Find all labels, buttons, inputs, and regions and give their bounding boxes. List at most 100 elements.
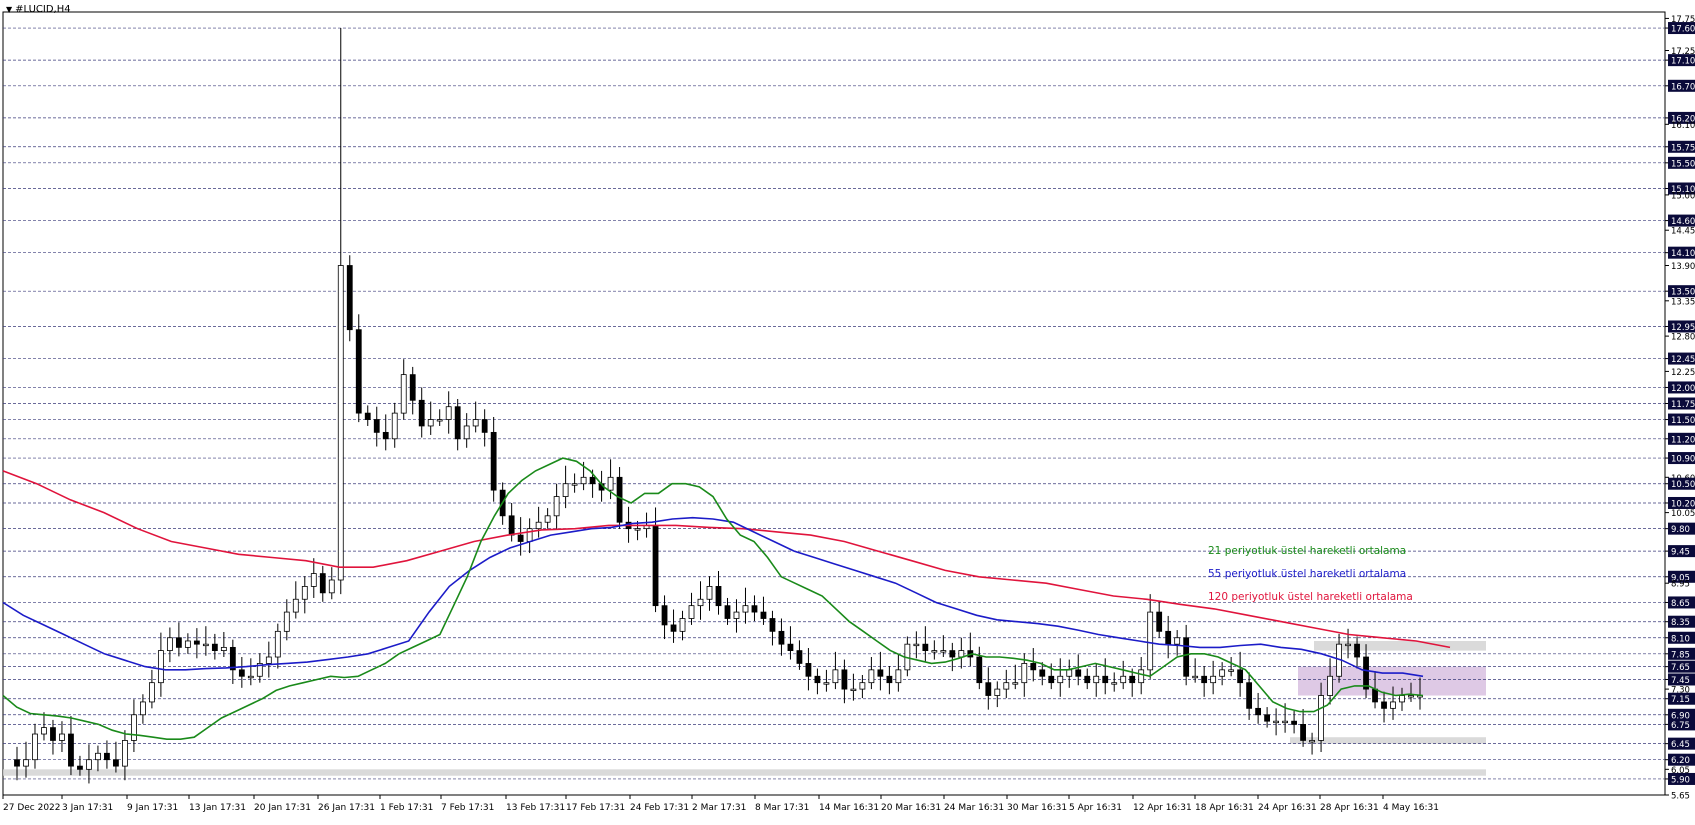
price-label-box [1668, 615, 1695, 628]
price-label-box [1668, 718, 1695, 731]
bear-candle [1381, 701, 1387, 709]
x-tick-label: 8 Mar 17:31 [755, 803, 809, 813]
zone-rect [1314, 640, 1486, 651]
bull-candle [256, 663, 263, 677]
bull-candle [832, 669, 839, 684]
price-label-box [1668, 246, 1695, 259]
y-tick-label: 15.00 [1671, 191, 1695, 201]
y-tick-label: 15.50 [1671, 159, 1695, 169]
bull-candle [526, 528, 533, 542]
bear-candle [382, 431, 389, 440]
bull-candle [571, 483, 578, 486]
bull-candle [931, 650, 938, 653]
y-tick-label: 15.75 [1671, 143, 1695, 153]
bull-candle [535, 521, 542, 530]
bear-candle [346, 265, 353, 331]
price-label-box [1668, 477, 1695, 490]
y-tick-label: 6.45 [1671, 740, 1690, 750]
x-tick-label: 26 Jan 17:31 [318, 803, 375, 813]
x-tick-label: 24 Apr 16:31 [1258, 803, 1317, 813]
price-label-box [1668, 79, 1695, 92]
bear-candle [985, 682, 992, 696]
bear-candle [490, 431, 497, 491]
bear-candle [319, 573, 326, 594]
price-label-box [1668, 631, 1695, 644]
y-tick-label: 12.95 [1671, 323, 1695, 333]
bear-candle [113, 759, 119, 767]
y-tick-label: 13.35 [1671, 297, 1695, 307]
price-label-box [1668, 452, 1695, 465]
bull-candle [940, 650, 947, 653]
bear-candle [1039, 669, 1046, 677]
bear-candle [589, 476, 596, 485]
bull-candle [688, 605, 695, 619]
bull-candle [868, 669, 875, 684]
bull-candle [1390, 701, 1396, 709]
bear-candle [751, 605, 758, 613]
bull-candle [1111, 682, 1118, 685]
bull-candle [1282, 720, 1288, 724]
price-label-box [1668, 772, 1695, 785]
y-tick-label: 7.85 [1671, 650, 1690, 660]
price-label-box [1668, 708, 1695, 721]
symbol-label: #LUCID,H4 [15, 4, 71, 15]
price-label-box [1668, 753, 1695, 766]
bull-candle [131, 714, 137, 741]
y-tick-label: 11.50 [1671, 416, 1695, 426]
bull-candle [1399, 695, 1405, 703]
bull-candle [553, 496, 560, 517]
y-tick-label: 7.65 [1671, 663, 1690, 673]
y-tick-label: 17.10 [1671, 57, 1695, 67]
y-tick-label: 16.10 [1671, 121, 1695, 131]
bear-candle [1156, 611, 1163, 632]
price-label-box [1668, 22, 1695, 35]
bear-candle [796, 650, 803, 664]
bear-candle [922, 643, 929, 651]
bull-candle [1057, 675, 1064, 684]
bull-candle [562, 483, 569, 497]
bear-candle [1291, 720, 1297, 725]
bear-candle [14, 759, 20, 767]
bull-candle [679, 618, 686, 632]
bear-candle [715, 586, 722, 607]
y-tick-label: 8.95 [1671, 580, 1690, 590]
bull-candle [166, 637, 173, 651]
bear-candle [1363, 656, 1369, 690]
x-tick-label: 17 Feb 17:31 [566, 803, 625, 813]
bull-candle [157, 650, 164, 684]
bear-candle [1237, 669, 1244, 684]
bull-candle [337, 265, 344, 581]
y-tick-label: 7.45 [1671, 676, 1690, 686]
bear-candle [814, 675, 821, 684]
y-tick-label: 5.65 [1671, 792, 1690, 802]
bull-candle [184, 640, 191, 648]
price-label-box [1668, 285, 1695, 298]
bull-candle [391, 412, 398, 440]
y-tick-label: 9.45 [1671, 548, 1690, 558]
bull-candle [859, 682, 866, 690]
price-label-box [1668, 320, 1695, 333]
bull-candle [220, 646, 227, 651]
x-tick-label: 12 Apr 16:31 [1133, 803, 1192, 813]
y-tick-label: 9.80 [1671, 525, 1690, 535]
x-tick-label: 4 May 16:31 [1383, 803, 1439, 813]
bear-candle [481, 419, 488, 433]
bear-candle [104, 752, 110, 761]
bull-candle [1066, 669, 1073, 677]
triangle-down-icon[interactable]: ▼ [6, 5, 13, 14]
bear-candle [364, 412, 371, 420]
chart-title[interactable]: ▼ #LUCID,H4 [6, 4, 71, 15]
bull-candle [1138, 669, 1145, 684]
bull-candle [472, 419, 479, 427]
y-tick-label: 11.20 [1671, 435, 1695, 445]
bear-candle [1165, 630, 1172, 645]
bull-candle [140, 701, 146, 716]
bull-candle [32, 733, 38, 761]
bull-candle [544, 515, 551, 523]
bear-candle [877, 669, 884, 677]
y-tick-label: 10.50 [1671, 480, 1695, 490]
bear-candle [77, 765, 83, 770]
bull-candle [122, 740, 128, 767]
